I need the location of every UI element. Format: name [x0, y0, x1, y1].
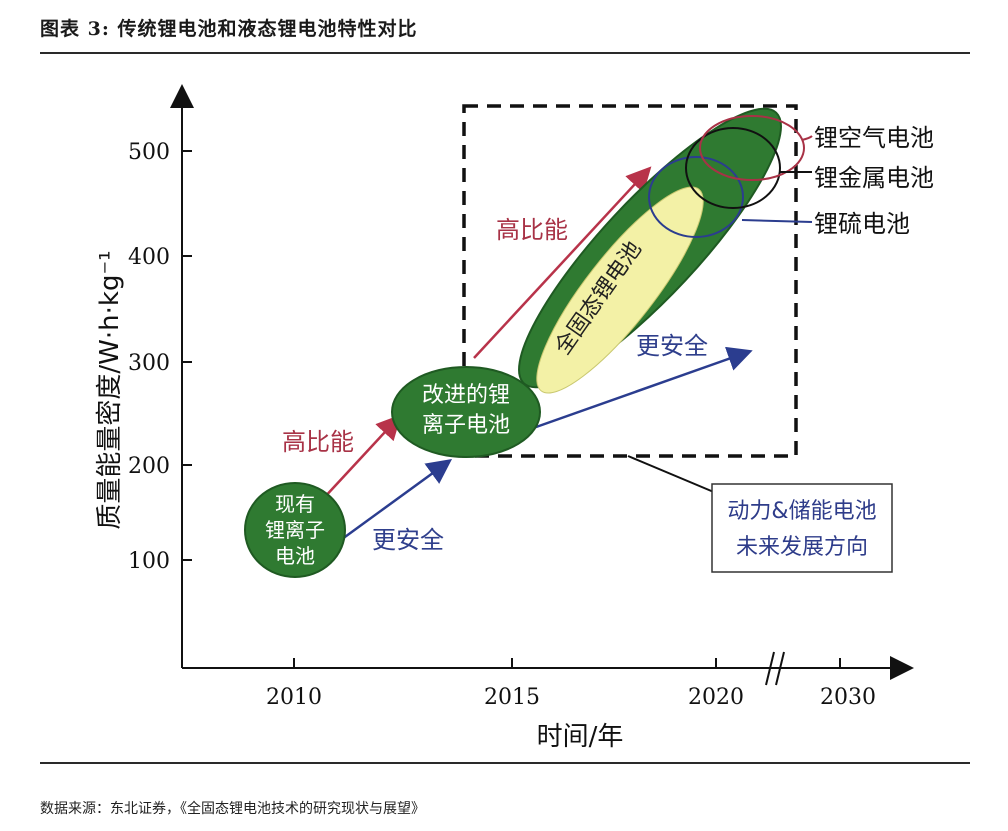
current-li-ion-ellipse [244, 482, 346, 578]
y-tick-400: 400 [128, 245, 170, 270]
y-tick-300: 300 [128, 351, 170, 376]
high-energy-label-2: 高比能 [496, 216, 568, 244]
source-note: 数据来源：东北证券，《全固态锂电池技术的研究现状与展望》 [40, 801, 425, 817]
y-tick-200: 200 [128, 454, 170, 479]
solid-state-inner-ellipse [536, 186, 704, 394]
figure-title: 图表 3: 传统锂电池和液态锂电池特性对比 [40, 18, 418, 40]
li-sulfur-circle [648, 156, 744, 238]
future-direction-line1: 动力&储能电池 [727, 499, 876, 524]
title-rule [40, 52, 970, 54]
y-ticks: 500 400 300 200 100 [128, 140, 192, 574]
safer-label-2: 更安全 [636, 332, 708, 360]
current-li-ion-line2: 锂离子 [265, 518, 325, 542]
y-tick-100: 100 [128, 549, 170, 574]
x-tick-2020: 2020 [688, 685, 744, 710]
future-direction-line2: 未来发展方向 [736, 535, 868, 560]
li-metal-label: 锂金属电池 [814, 164, 934, 192]
high-energy-arrow-2 [473, 166, 652, 359]
safer-arrow-1 [337, 459, 453, 544]
x-tick-2010: 2010 [266, 685, 322, 710]
high-energy-label-1: 高比能 [282, 428, 354, 456]
axis-break-mark [765, 651, 785, 686]
source-rule [40, 762, 970, 764]
y-axis-label: 质量能量密度/W·h·kg⁻¹ [95, 250, 125, 529]
li-sulfur-label: 锂硫电池 [814, 210, 910, 238]
improved-li-ion-line2: 离子电池 [422, 413, 510, 438]
safer-label-1: 更安全 [372, 526, 444, 554]
x-axis-label: 时间/年 [537, 722, 624, 752]
li-metal-circle [685, 127, 781, 209]
future-dashed-box [462, 104, 798, 458]
x-tick-2015: 2015 [484, 685, 540, 710]
safer-arrow-2 [521, 346, 753, 434]
li-air-label: 锂空气电池 [814, 124, 934, 152]
future-direction-box [711, 483, 893, 573]
x-ticks: 2010 2015 2020 2030 [266, 658, 876, 710]
improved-li-ion-line1: 改进的锂 [422, 383, 510, 408]
li-air-circle [699, 115, 805, 181]
improved-li-ion-ellipse [391, 366, 541, 458]
li-sulfur-leader [741, 219, 813, 223]
y-tick-500: 500 [128, 140, 170, 165]
high-energy-arrow-1 [321, 414, 402, 501]
li-air-leader [801, 135, 813, 141]
current-li-ion-line1: 现有 [275, 492, 315, 516]
x-tick-2030: 2030 [820, 685, 876, 710]
current-li-ion-line3: 电池 [275, 544, 315, 568]
